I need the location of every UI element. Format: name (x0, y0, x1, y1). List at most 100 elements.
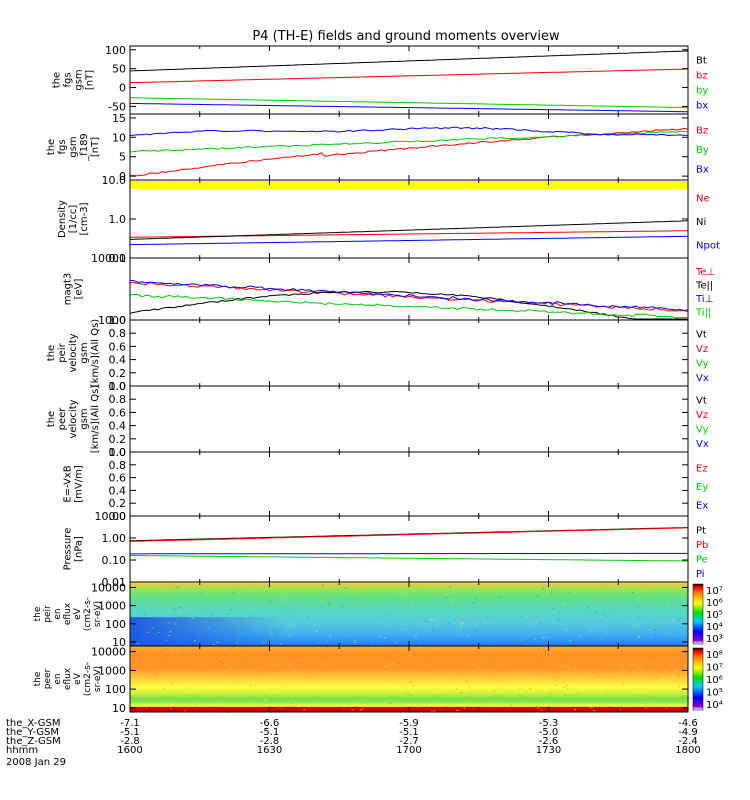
y-tick-label: 1.0 (109, 314, 127, 327)
panel-5-ylabel: the peir velocity gsm [km/s](All Qs) (46, 319, 101, 387)
y-tick-label: 0.0 (109, 380, 127, 393)
series-pi-line (130, 552, 688, 555)
series-te-line (129, 290, 688, 320)
series-te-line (129, 281, 689, 313)
legend-bx: bx (696, 101, 708, 112)
legend-pe: Pe (696, 554, 708, 565)
legend-ti: Ti⊥ (695, 294, 713, 305)
y-axis-label-line: E=-VxB (63, 465, 74, 502)
ephemeris-label: the_X-GSM (6, 718, 60, 729)
y-tick-label: 1000 (98, 664, 126, 677)
panel-4-ylabel: magt3 [eV] (63, 273, 85, 306)
ephemeris-label: the_Z-GSM (6, 736, 61, 747)
legend-pt: Pt (696, 525, 706, 536)
y-tick-label: 10.0 (102, 174, 127, 187)
y-axis-label-line: sr-eV) (93, 601, 103, 627)
panel-2-ylabel: the fgs gsm _f189 [nT] (46, 133, 101, 162)
y-axis-label-line: [nT] (85, 70, 96, 90)
series-npot-line (130, 235, 689, 246)
y-axis-label-line: [nPa] (74, 536, 85, 562)
ephemeris-row-3: the_Z-GSM -2.8 -2.8 -2.7 -2.6 -2.4 (6, 736, 698, 747)
legend-pb: Pb (696, 540, 708, 551)
legend-vt: Vt (696, 395, 707, 406)
y-tick-label: -50 (108, 100, 126, 113)
colorbar-tick-label: 10⁴ (706, 700, 723, 711)
series-pe-line (130, 555, 688, 562)
legend-ex: Ex (696, 501, 708, 512)
spectrogram-2-ylabel: the peer en eflux eV (cm2-s-sr-eV) (33, 662, 103, 696)
panel-1-ylabel: the fgs gsm [nT] (52, 69, 96, 90)
panel-8: 10.00 1.00 0.10 0.01 Pt Pb Pe Pi (95, 510, 709, 589)
panel-frame (129, 385, 689, 453)
series-by-line (130, 97, 689, 109)
ephemeris-row-2: the_Y-GSM -5.1 -5.1 -5.1 -5.0 -4.9 (6, 727, 698, 738)
panel-8-ylabel: Pressure [nPa] (63, 528, 85, 571)
ephemeris-value: 1730 (536, 745, 561, 756)
y-axis-label-line: (cm2-s- (83, 597, 93, 631)
y-tick-label: 0.1 (109, 252, 127, 265)
y-tick-label: 0.2 (109, 367, 127, 380)
legend-bz: Bz (696, 126, 708, 137)
y-tick-label: 5 (119, 151, 126, 164)
panel-frame (129, 179, 689, 259)
series-bz-line (129, 68, 689, 84)
legend-ni: Ni (696, 217, 706, 228)
y-tick-label: 1.0 (109, 446, 127, 459)
legend-te: Te⊥ (695, 267, 715, 278)
y-axis-label-line: peer (57, 407, 68, 431)
legend-bx: Bx (696, 164, 709, 175)
legend-vz: Vz (696, 410, 708, 421)
y-axis-label-line: gsm (79, 408, 90, 429)
series-ti-line (129, 293, 689, 319)
y-axis-label-line: the (46, 345, 57, 361)
y-axis-label-line: (cm2-s- (83, 662, 93, 696)
y-tick-label: 0.4 (109, 354, 127, 367)
y-tick-label: 10 (112, 702, 126, 715)
y-tick-label: 10000 (91, 581, 126, 594)
y-axis-label-line: eV (73, 672, 83, 685)
y-tick-label: 0.8 (109, 393, 127, 406)
y-tick-label: 0.2 (109, 433, 127, 446)
legend-vx: Vx (696, 373, 709, 384)
y-axis-label-line: eV (73, 607, 83, 620)
ephemeris-value: 1700 (396, 745, 421, 756)
panel-4: 10000 1000 Te⊥ Te|| Ti⊥ Ti|| (91, 252, 715, 327)
ephemeris-value: -4.9 (678, 727, 698, 738)
colorbar-tick-label: 10⁵ (706, 610, 723, 621)
panel-frame (129, 319, 689, 387)
spectrogram-image (130, 646, 688, 712)
y-tick-label: 1000 (98, 600, 126, 613)
ephemeris-label: the_Y-GSM (6, 727, 59, 738)
series-bx-line (129, 102, 688, 113)
y-tick-label: 0.6 (109, 472, 127, 485)
legend-vy: Vy (696, 358, 709, 369)
y-axis-label-line: peir (43, 605, 53, 623)
ephemeris-label: hhmm (6, 745, 38, 756)
y-tick-label: 1.0 (109, 380, 127, 393)
y-axis-label-line: en (53, 673, 63, 684)
legend-pi: Pi (696, 569, 705, 580)
y-axis-label-line: gsm (68, 136, 79, 157)
legend-vx: Vx (696, 439, 709, 450)
y-axis-label-line: [mV/m] (74, 465, 85, 503)
series-bt-line (129, 50, 689, 72)
y-axis-label-line: gsm (74, 69, 85, 90)
y-axis-label-line: velocity (68, 333, 79, 372)
panel-6-ylabel: the peer velocity gsm [km/s](All Qs) (46, 385, 101, 453)
ephemeris-value: -5.0 (539, 727, 559, 738)
panel-frame (129, 113, 689, 181)
y-tick-label: 50 (112, 63, 126, 76)
y-tick-label: 0.8 (109, 459, 127, 472)
y-axis-label-line: eflux (63, 667, 73, 690)
panel-frame (129, 257, 689, 321)
ephemeris-row-4: hhmm 1600 1630 1700 1730 1800 (6, 745, 701, 756)
ephemeris-value: 1600 (117, 745, 142, 756)
ephemeris-row-1: the_X-GSM -7.1 -6.6 -5.9 -5.3 -4.6 (6, 718, 698, 729)
y-tick-label: 0.2 (109, 497, 127, 510)
y-axis-label-line: the (46, 411, 57, 427)
ephemeris-value: 1800 (675, 745, 700, 756)
legend-ti: Ti|| (695, 307, 711, 318)
legend-vy: Vy (696, 424, 709, 435)
